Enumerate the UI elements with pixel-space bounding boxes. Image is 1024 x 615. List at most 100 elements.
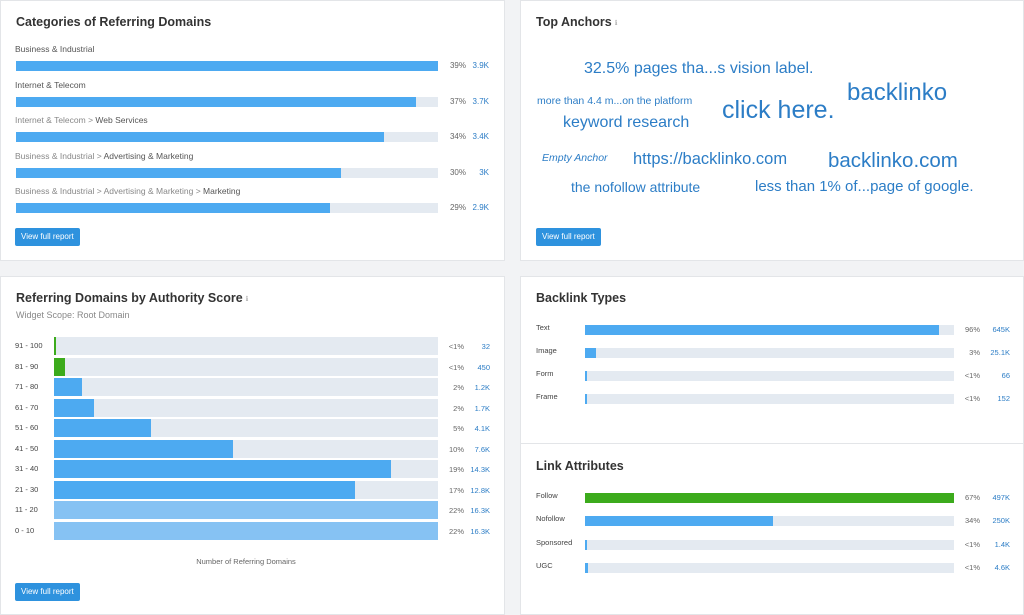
axis-caption: Number of Referring Domains bbox=[196, 557, 296, 566]
authority-count[interactable]: 1.7K bbox=[474, 403, 490, 413]
anchor-word[interactable]: backlinko bbox=[847, 79, 948, 106]
category-count[interactable]: 3.9K bbox=[472, 61, 489, 70]
anchor-word[interactable]: backlinko.com bbox=[828, 149, 958, 172]
authority-bar-fill[interactable] bbox=[54, 460, 391, 478]
category-prefix: Internet & Telecom > bbox=[15, 115, 96, 125]
category-name: Web Services bbox=[95, 115, 148, 125]
authority-count[interactable]: 450 bbox=[477, 362, 490, 372]
backlink-types-bar-track bbox=[585, 325, 954, 335]
authority-count[interactable]: 16.3K bbox=[470, 506, 490, 515]
anchor-word[interactable]: the nofollow attribute bbox=[571, 179, 701, 195]
authority-bar-track bbox=[54, 357, 438, 376]
authority-bar-fill[interactable] bbox=[54, 521, 438, 540]
backlink-types-bar-fill[interactable] bbox=[585, 371, 587, 381]
authority-bar-fill[interactable] bbox=[54, 439, 233, 458]
authority-bar-fill[interactable] bbox=[54, 501, 438, 519]
category-name: Marketing bbox=[203, 186, 241, 196]
link-attributes-bar-fill[interactable] bbox=[585, 516, 774, 527]
link-attributes-count[interactable]: 497K bbox=[992, 493, 1010, 502]
backlink-types-count[interactable]: 66 bbox=[1001, 371, 1010, 380]
category-label: Internet & Telecom bbox=[15, 80, 86, 90]
authority-percent: 2% bbox=[453, 383, 464, 392]
authority-range-label: 81 - 90 bbox=[15, 361, 39, 371]
authority-count[interactable]: 1.2K bbox=[474, 383, 490, 392]
link-attributes-bar-fill[interactable] bbox=[585, 539, 587, 550]
backlink-types-bar-fill[interactable] bbox=[585, 348, 597, 358]
authority-bar-track bbox=[54, 378, 438, 396]
authority-title: Referring Domains by Authority Score ℹ bbox=[16, 291, 248, 305]
authority-bar-fill[interactable] bbox=[54, 337, 56, 355]
backlink-types-percent: <1% bbox=[964, 394, 980, 403]
link-attributes-bar-fill[interactable] bbox=[585, 562, 588, 573]
link-attributes-count[interactable]: 4.6K bbox=[994, 562, 1010, 572]
categories-panel bbox=[0, 0, 505, 261]
anchor-word[interactable]: less than 1% of...page of google. bbox=[755, 178, 974, 195]
category-count[interactable]: 3K bbox=[479, 167, 489, 177]
authority-range-label: 71 - 80 bbox=[15, 382, 39, 391]
categories-view-full-report-button[interactable]: View full report bbox=[15, 228, 80, 246]
authority-range-label: 21 - 30 bbox=[15, 484, 39, 494]
authority-count[interactable]: 32 bbox=[481, 342, 490, 351]
authority-range-label: 0 - 10 bbox=[15, 525, 35, 535]
category-bar-fill bbox=[16, 167, 341, 178]
backlink-types-count[interactable]: 152 bbox=[997, 394, 1010, 403]
authority-bar-fill[interactable] bbox=[54, 398, 94, 417]
anchor-word[interactable]: click here. bbox=[722, 96, 835, 124]
authority-range-label: 11 - 20 bbox=[15, 505, 38, 514]
link-attributes-bar-track bbox=[585, 493, 954, 503]
authority-percent: 10% bbox=[448, 444, 464, 454]
anchor-word[interactable]: keyword research bbox=[563, 114, 690, 131]
backlink-types-bar-fill[interactable] bbox=[585, 394, 587, 404]
info-icon[interactable]: ℹ bbox=[614, 19, 618, 27]
authority-bar-fill[interactable] bbox=[54, 480, 356, 499]
category-percent: 39% bbox=[449, 61, 466, 70]
category-name: Business & Industrial bbox=[15, 44, 95, 54]
anchor-word[interactable]: more than 4.4 m...on the platform bbox=[537, 95, 693, 107]
authority-count[interactable]: 7.6K bbox=[474, 444, 490, 454]
anchor-word[interactable]: 32.5% pages tha...s vision label. bbox=[584, 60, 814, 77]
category-percent: 34% bbox=[449, 132, 466, 141]
backlink-types-count[interactable]: 25.1K bbox=[990, 348, 1010, 357]
authority-bar-track bbox=[54, 439, 438, 458]
category-prefix: Business & Industrial > Advertising & Ma… bbox=[15, 186, 204, 196]
link-attributes-label: Follow bbox=[536, 491, 558, 500]
authority-percent: 22% bbox=[448, 506, 464, 515]
backlink-types-count[interactable]: 645K bbox=[992, 325, 1010, 334]
info-icon[interactable]: ℹ bbox=[245, 295, 249, 303]
authority-percent: 17% bbox=[448, 485, 464, 495]
authority-bar-track bbox=[54, 460, 438, 478]
authority-bar-track bbox=[54, 480, 438, 499]
authority-count[interactable]: 12.8K bbox=[470, 485, 490, 495]
authority-percent: 2% bbox=[453, 403, 464, 413]
category-percent: 37% bbox=[449, 96, 466, 106]
authority-percent: 5% bbox=[453, 424, 464, 433]
anchors-view-full-report-button[interactable]: View full report bbox=[536, 228, 601, 246]
category-count[interactable]: 3.7K bbox=[472, 96, 489, 106]
link-attributes-count[interactable]: 1.4K bbox=[994, 539, 1010, 549]
backlink-types-bar-fill[interactable] bbox=[585, 325, 940, 335]
category-count[interactable]: 2.9K bbox=[472, 203, 489, 212]
link-attributes-bar-fill[interactable] bbox=[585, 493, 954, 503]
category-name: Internet & Telecom bbox=[15, 79, 86, 90]
authority-view-full-report-button[interactable]: View full report bbox=[15, 583, 80, 601]
authority-bar-track bbox=[54, 521, 438, 540]
authority-count[interactable]: 14.3K bbox=[470, 465, 490, 474]
category-count[interactable]: 3.4K bbox=[472, 132, 489, 141]
authority-bar-track bbox=[54, 419, 438, 437]
authority-bar-fill[interactable] bbox=[54, 419, 151, 437]
authority-bar-fill[interactable] bbox=[54, 378, 83, 396]
link-attributes-percent: 34% bbox=[964, 516, 980, 526]
category-bar-track bbox=[16, 132, 438, 142]
link-attributes-count[interactable]: 250K bbox=[992, 516, 1010, 526]
anchor-word[interactable]: https://backlinko.com bbox=[633, 150, 788, 168]
category-percent: 30% bbox=[449, 167, 466, 177]
authority-bar-fill[interactable] bbox=[54, 357, 65, 376]
backlink-types-title: Backlink Types bbox=[536, 291, 627, 305]
authority-range-label: 61 - 70 bbox=[15, 402, 39, 412]
authority-range-label: 41 - 50 bbox=[15, 443, 39, 453]
authority-range-label: 51 - 60 bbox=[15, 423, 39, 432]
authority-count[interactable]: 16.3K bbox=[470, 526, 490, 536]
authority-count[interactable]: 4.1K bbox=[474, 424, 490, 433]
anchor-word[interactable]: Empty Anchor bbox=[542, 152, 608, 164]
link-attributes-label: Sponsored bbox=[536, 537, 573, 547]
